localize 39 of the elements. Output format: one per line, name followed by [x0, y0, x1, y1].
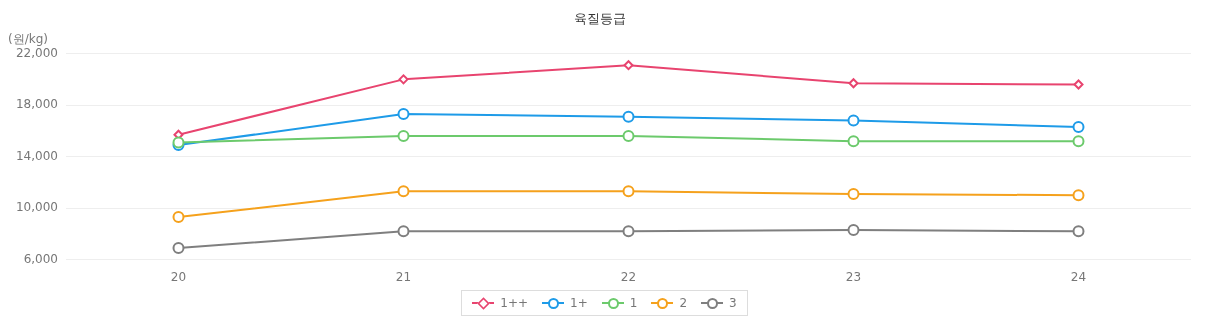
y-tick-label: 18,000 — [15, 97, 58, 112]
chart-title: 육질등급 — [573, 11, 626, 27]
point — [1072, 135, 1085, 148]
legend-label: 1++ — [500, 296, 529, 310]
point — [397, 108, 410, 121]
point — [847, 114, 860, 127]
point — [622, 225, 635, 238]
point — [1072, 120, 1085, 133]
y-tick-label: 22,000 — [15, 45, 58, 60]
point — [622, 130, 635, 142]
point — [847, 135, 860, 148]
y-axis-title: (원/kg) — [8, 31, 48, 46]
point — [397, 130, 410, 142]
point — [172, 211, 185, 224]
point — [847, 223, 860, 236]
point — [397, 185, 410, 198]
point — [623, 60, 634, 71]
point — [1073, 79, 1084, 90]
y-tick-label: 10,000 — [15, 200, 58, 215]
point — [397, 225, 410, 238]
x-tick-label: 20 — [170, 269, 187, 284]
point — [847, 187, 860, 200]
point — [622, 110, 635, 123]
legend-label: 1+ — [570, 296, 588, 310]
x-tick-label: 21 — [395, 269, 412, 284]
y-tick-label: 14,000 — [15, 148, 58, 163]
legend-label: 2 — [679, 296, 688, 310]
x-tick-label: 23 — [845, 269, 862, 284]
point — [848, 78, 859, 89]
point — [1072, 225, 1085, 238]
point — [398, 74, 409, 85]
legend-label: 3 — [729, 296, 737, 310]
point — [1072, 189, 1085, 202]
x-tick-label: 24 — [1070, 269, 1087, 284]
legend-label: 1 — [629, 296, 638, 310]
point — [172, 242, 185, 255]
x-tick-label: 22 — [620, 269, 637, 284]
point — [622, 185, 635, 198]
y-tick-label: 6,000 — [23, 251, 58, 266]
